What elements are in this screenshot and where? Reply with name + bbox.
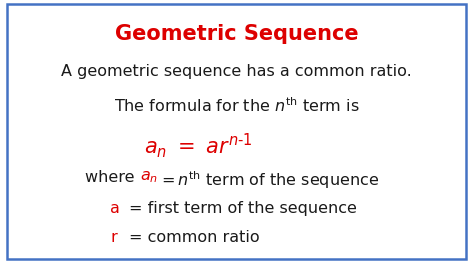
Text: $a_n$: $a_n$ [140,170,158,185]
Text: A geometric sequence has a common ratio.: A geometric sequence has a common ratio. [61,64,412,79]
Text: r: r [110,230,117,245]
Text: where: where [85,170,140,185]
Text: = common ratio: = common ratio [129,230,260,245]
Text: The formula for the $n^{\mathsf{th}}$ term is: The formula for the $n^{\mathsf{th}}$ te… [114,96,359,115]
Text: $a_n\ =\ ar^{n\text{-}1}$: $a_n\ =\ ar^{n\text{-}1}$ [144,132,253,160]
Text: = first term of the sequence: = first term of the sequence [129,201,357,216]
FancyBboxPatch shape [7,4,466,259]
Text: a: a [110,201,120,216]
Text: Geometric Sequence: Geometric Sequence [114,24,359,44]
Text: $= n^{\mathsf{th}}$ term of the sequence: $= n^{\mathsf{th}}$ term of the sequence [158,170,379,191]
